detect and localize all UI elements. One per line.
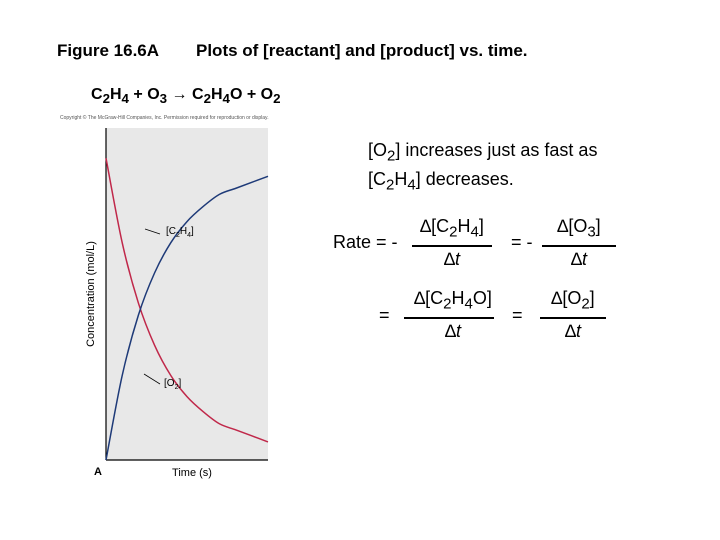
rate-note: [O2] increases just as fast as [C2H4] de…	[368, 140, 598, 194]
figure-title: Plots of [reactant] and [product] vs. ti…	[196, 41, 528, 60]
equals-sign-1: =	[379, 305, 390, 325]
series-line-o2	[105, 175, 269, 461]
rate-term-c2h4: ∆[C2H4] ∆t	[404, 215, 500, 270]
reaction-equation: C2H4 + O3 → C2H4O + O2	[91, 86, 281, 107]
rate-term-o2: ∆[O2] ∆t	[540, 287, 606, 342]
rate-label: Rate = -	[333, 232, 398, 252]
origin-label: A	[94, 466, 102, 478]
rate-term-c2h4o: ∆[C2H4O] ∆t	[398, 287, 508, 342]
series-label-c2h4: [C2H4]	[166, 226, 194, 239]
figure-label: Figure 16.6A	[57, 41, 160, 60]
c2h4-leader-line	[144, 228, 161, 235]
series-line-c2h4	[105, 158, 269, 443]
x-axis-label: Time (s)	[172, 467, 212, 479]
y-axis-label: Concentration (mol/L)	[86, 241, 97, 347]
equals-minus-sign: = -	[511, 232, 533, 252]
o2-leader-line	[143, 373, 161, 385]
copyright-notice: Copyright © The McGraw-Hill Companies, I…	[60, 115, 269, 121]
plot-background	[106, 128, 268, 460]
series-label-o2: [O2]	[164, 378, 181, 391]
equals-sign-2: =	[512, 305, 523, 325]
rate-term-o3: ∆[O3] ∆t	[542, 215, 616, 270]
concentration-time-chart: Concentration (mol/L) Time (s) A [C2H4] …	[86, 128, 269, 479]
